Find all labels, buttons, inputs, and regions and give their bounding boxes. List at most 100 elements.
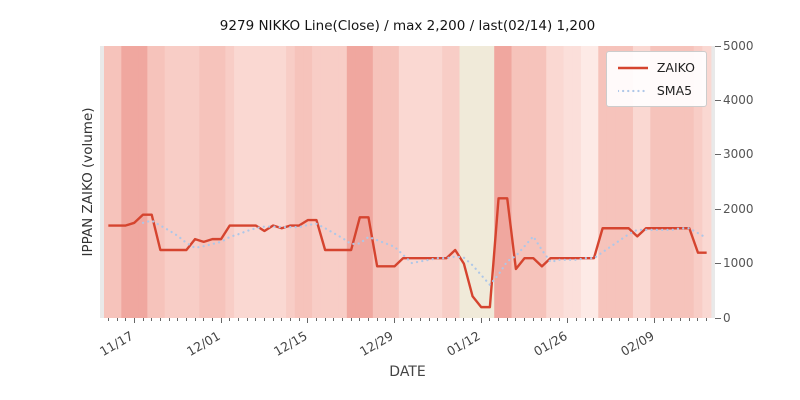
x-axis-minor-tick	[350, 318, 352, 321]
x-axis-minor-tick	[550, 318, 552, 321]
background-band	[528, 46, 538, 318]
background-band	[251, 46, 261, 318]
background-band	[511, 46, 521, 318]
background-band	[416, 46, 426, 318]
background-band	[632, 46, 643, 318]
x-axis-minor-tick	[610, 318, 612, 321]
y-tick-label: 3000	[723, 147, 754, 162]
x-axis-minor-tick	[645, 318, 647, 321]
x-axis-minor-tick	[107, 318, 109, 321]
x-axis-minor-tick	[211, 318, 213, 321]
background-band	[390, 46, 400, 318]
y-axis-tick	[715, 154, 721, 156]
background-band	[502, 46, 512, 318]
background-band	[572, 46, 582, 318]
y-tick-label: 2000	[723, 201, 754, 216]
x-axis-minor-tick	[402, 318, 404, 321]
legend: ZAIKO SMA5	[605, 51, 707, 107]
x-axis-minor-tick	[229, 318, 231, 321]
legend-label-sma5: SMA5	[656, 83, 693, 98]
background-band	[260, 46, 270, 318]
background-band	[138, 46, 148, 318]
x-axis-minor-tick	[593, 318, 595, 321]
x-axis-minor-tick	[454, 318, 456, 321]
x-axis-minor-tick	[628, 318, 630, 321]
x-axis-minor-tick	[324, 318, 326, 321]
zaiko-line-sample	[617, 66, 648, 69]
background-band	[225, 46, 235, 318]
y-tick-label: 1000	[723, 256, 754, 271]
x-axis-minor-tick	[506, 318, 508, 321]
x-axis-minor-tick	[498, 318, 500, 321]
background-band	[208, 46, 218, 318]
background-band	[216, 46, 226, 318]
background-band	[303, 46, 313, 318]
y-axis-tick	[715, 99, 721, 101]
x-axis-minor-tick	[524, 318, 526, 321]
x-axis-minor-tick	[142, 318, 144, 321]
zaiko-line	[108, 197, 707, 309]
sma5-line	[141, 219, 708, 286]
x-axis-minor-tick	[255, 318, 257, 321]
background-band	[312, 46, 322, 318]
background-band	[494, 46, 504, 318]
sma5-line-sample	[617, 89, 648, 92]
x-axis-minor-tick	[298, 318, 300, 321]
x-axis-minor-tick	[376, 318, 378, 321]
background-band	[190, 46, 200, 318]
background-band	[589, 46, 599, 318]
x-axis-minor-tick	[359, 318, 361, 321]
background-band	[355, 46, 365, 318]
background-band	[407, 46, 417, 318]
background-band	[667, 46, 677, 318]
background-band	[485, 46, 495, 318]
x-axis-minor-tick	[315, 318, 317, 321]
background-band	[156, 46, 166, 318]
background-band	[242, 46, 252, 318]
x-axis-major-tick	[654, 318, 656, 323]
x-axis-minor-tick	[706, 318, 708, 321]
background-band	[199, 46, 209, 318]
background-band	[338, 46, 348, 318]
legend-item-zaiko: ZAIKO	[617, 60, 695, 75]
x-axis-minor-tick	[688, 318, 690, 321]
y-axis-label: IPPAN ZAIKO (volume)	[80, 107, 96, 257]
x-axis-minor-tick	[472, 318, 474, 321]
x-axis-minor-tick	[116, 318, 118, 321]
background-band	[676, 46, 686, 318]
x-axis-minor-tick	[185, 318, 187, 321]
background-band	[364, 46, 374, 318]
x-axis-minor-tick	[151, 318, 153, 321]
background-band	[520, 46, 530, 318]
x-axis-minor-tick	[636, 318, 638, 321]
background-band	[658, 46, 669, 318]
x-axis-minor-tick	[437, 318, 439, 321]
x-axis-major-tick	[133, 318, 135, 323]
background-band	[268, 46, 278, 318]
x-axis-minor-tick	[177, 318, 179, 321]
x-axis-minor-tick	[662, 318, 664, 321]
x-axis-minor-tick	[463, 318, 465, 321]
background-band	[173, 46, 183, 318]
x-axis-minor-tick	[385, 318, 387, 321]
background-band	[294, 46, 304, 318]
background-band	[450, 46, 460, 318]
x-axis-minor-tick	[237, 318, 239, 321]
x-axis-minor-tick	[515, 318, 517, 321]
background-band	[286, 46, 296, 318]
background-band	[442, 46, 452, 318]
y-axis-tick	[715, 317, 721, 319]
x-axis-minor-tick	[341, 318, 343, 321]
chart-title: 9279 NIKKO Line(Close) / max 2,200 / las…	[219, 18, 596, 34]
x-axis-minor-tick	[367, 318, 369, 321]
x-axis-minor-tick	[281, 318, 283, 321]
x-axis-minor-tick	[697, 318, 699, 321]
background-band	[234, 46, 244, 318]
background-band	[182, 46, 192, 318]
x-axis-minor-tick	[680, 318, 682, 321]
y-tick-label: 0	[723, 310, 731, 325]
background-band	[130, 46, 140, 318]
background-band	[684, 46, 695, 318]
x-axis-minor-tick	[619, 318, 621, 321]
